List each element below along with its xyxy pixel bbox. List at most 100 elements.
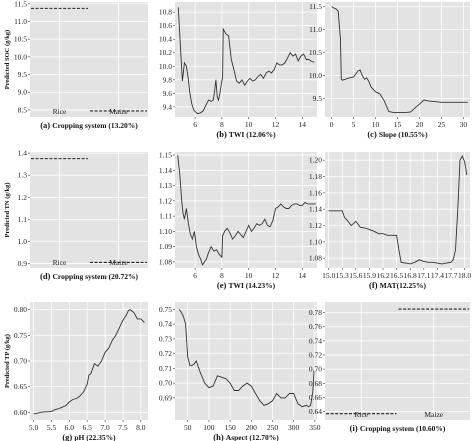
y-tick-label: 1.10 xyxy=(159,227,172,236)
data-line xyxy=(328,155,468,265)
y-axis-title: Predicted SOC (g/kg) xyxy=(4,30,11,89)
panel-c: 9.5 10.0 10.5 11.0 11.5 0 5 10 15 20 25 30 (c) Slope… xyxy=(309,2,470,139)
y-tick-label: 0.72 xyxy=(159,349,172,358)
panel-caption-text: Cropping system (20.72%) xyxy=(53,272,139,281)
plot-background xyxy=(30,152,148,268)
x-tick-label: 17.4 xyxy=(431,271,444,280)
y-tick-label: 0.64 xyxy=(309,407,322,416)
x-tick-label: 200 xyxy=(246,423,258,432)
y-tick-label: 1.2 xyxy=(18,193,28,202)
y-tick-label: 11.0 xyxy=(14,17,27,26)
y-tick-label: 1.18 xyxy=(309,172,322,181)
panel-h: 0.69 0.70 0.71 0.72 0.73 0.74 0.75 50 100 150 200 2… xyxy=(159,302,321,441)
panel-letter: (g) xyxy=(62,432,74,441)
y-tick-label: 1.3 xyxy=(18,171,28,180)
x-category-label: Rice xyxy=(53,258,67,267)
x-tick-label: 300 xyxy=(288,423,300,432)
y-tick-label: 8.5 xyxy=(18,105,28,114)
y-tick-label: 0.68 xyxy=(309,379,322,388)
panel-caption: (a) Cropping system (13.20%) xyxy=(40,120,138,130)
y-tick-label: 1.12 xyxy=(159,196,172,205)
x-tick-label: 20 xyxy=(416,120,424,129)
y-tick-label: 1.1 xyxy=(18,215,28,224)
y-tick-label: 9.6 xyxy=(163,89,173,98)
y-tick-label: 1.16 xyxy=(309,188,322,197)
panel-i: 0.64 0.66 0.68 0.70 0.72 0.74 0.76 0.78 Rice Maiz… xyxy=(309,302,470,433)
x-tick-label: 15.0 xyxy=(322,271,335,280)
x-tick-label: 30 xyxy=(460,120,468,129)
y-tick-label: 0.66 xyxy=(309,393,322,402)
y-tick-label: 0.78 xyxy=(309,308,322,317)
panel-caption: (d) Cropping system (20.72%) xyxy=(40,271,139,281)
y-tick-label: 10.0 xyxy=(14,52,27,61)
y-tick-label: 0.75 xyxy=(159,305,172,314)
x-tick-label: 14 xyxy=(299,271,307,280)
panel-caption: (g) pH (22.35%) xyxy=(62,432,116,441)
plot-background xyxy=(325,152,470,268)
x-tick-label: 8.0 xyxy=(136,423,146,432)
x-tick-label: 100 xyxy=(203,423,215,432)
y-tick-label: 10.6 xyxy=(159,21,172,30)
x-tick-label: 12 xyxy=(272,271,280,280)
panel-caption: (i) Cropping system (10.60%) xyxy=(350,423,446,433)
y-tick-label: 0.70 xyxy=(309,365,322,374)
x-category-label: Rice xyxy=(53,107,67,116)
x-tick-label: 10 xyxy=(245,120,253,129)
y-tick-label: 1.4 xyxy=(18,149,28,158)
y-tick-label: 10.0 xyxy=(309,71,322,80)
y-tick-label: 10.5 xyxy=(14,35,27,44)
y-tick-label: 0.74 xyxy=(309,336,322,345)
x-tick-label: 7.0 xyxy=(100,423,110,432)
y-tick-label: 1.0 xyxy=(18,237,28,246)
x-tick-label: 12 xyxy=(272,120,280,129)
panel-caption: (e) TWI (14.23%) xyxy=(217,280,276,290)
y-tick-label: 11.0 xyxy=(309,25,322,34)
y-tick-label: 0.70 xyxy=(14,357,27,366)
y-tick-label: 9.5 xyxy=(313,94,323,103)
x-tick-label: 50 xyxy=(184,423,192,432)
y-tick-label: 9.8 xyxy=(163,75,173,84)
x-tick-label: 15.3 xyxy=(336,271,349,280)
x-category-label: Rice xyxy=(354,410,368,419)
y-tick-label: 1.08 xyxy=(309,254,322,263)
panel-letter: (c) xyxy=(367,129,379,139)
x-tick-label: 15.9 xyxy=(363,271,376,280)
x-tick-label: 16.5 xyxy=(390,271,403,280)
panel-caption-text: Slope (10.55%) xyxy=(379,130,428,139)
x-tick-label: 16.2 xyxy=(376,271,389,280)
data-line xyxy=(33,309,145,415)
x-tick-label: 5.5 xyxy=(47,423,57,432)
panel-b: 9.4 9.6 9.8 10.0 10.2 10.4 10.6 10.8 6 8 10 12 14 (b)… xyxy=(159,2,317,139)
panel-caption-text: MAT(12.25%) xyxy=(380,281,427,290)
x-tick-label: 15 xyxy=(394,120,402,129)
panel-letter: (h) xyxy=(213,432,226,441)
x-tick-label: 25 xyxy=(438,120,446,129)
plot-background xyxy=(30,2,148,117)
y-tick-label: 10.0 xyxy=(159,62,172,71)
x-tick-label: 15.6 xyxy=(349,271,362,280)
y-tick-label: 1.08 xyxy=(159,257,172,266)
panel-letter: (e) xyxy=(217,280,229,290)
panel-letter: (f) xyxy=(369,280,380,290)
y-tick-label: 9.0 xyxy=(18,88,28,97)
panel-caption: (c) Slope (10.55%) xyxy=(367,129,428,139)
panel-caption: (b) TWI (12.06%) xyxy=(216,129,276,139)
x-tick-label: 6 xyxy=(193,271,197,280)
panel-letter: (d) xyxy=(40,271,53,281)
plot-background xyxy=(175,152,317,268)
x-tick-label: 6.5 xyxy=(83,423,93,432)
y-tick-label: 0.75 xyxy=(14,331,27,340)
y-tick-label: 1.12 xyxy=(309,221,322,230)
y-axis-title: Predicted TN (g/kg) xyxy=(4,182,11,237)
y-tick-label: 1.14 xyxy=(159,166,172,175)
y-axis-title: Predicted TP (g/kg) xyxy=(4,334,11,388)
y-tick-label: 0.80 xyxy=(14,305,27,314)
panel-caption-text: Cropping system (13.20%) xyxy=(52,121,138,130)
panel-letter: (b) xyxy=(216,129,229,139)
x-tick-label: 350 xyxy=(309,423,321,432)
x-tick-label: 8 xyxy=(220,120,224,129)
y-tick-label: 10.5 xyxy=(309,48,322,57)
panel-caption-text: pH (22.35%) xyxy=(74,433,116,441)
